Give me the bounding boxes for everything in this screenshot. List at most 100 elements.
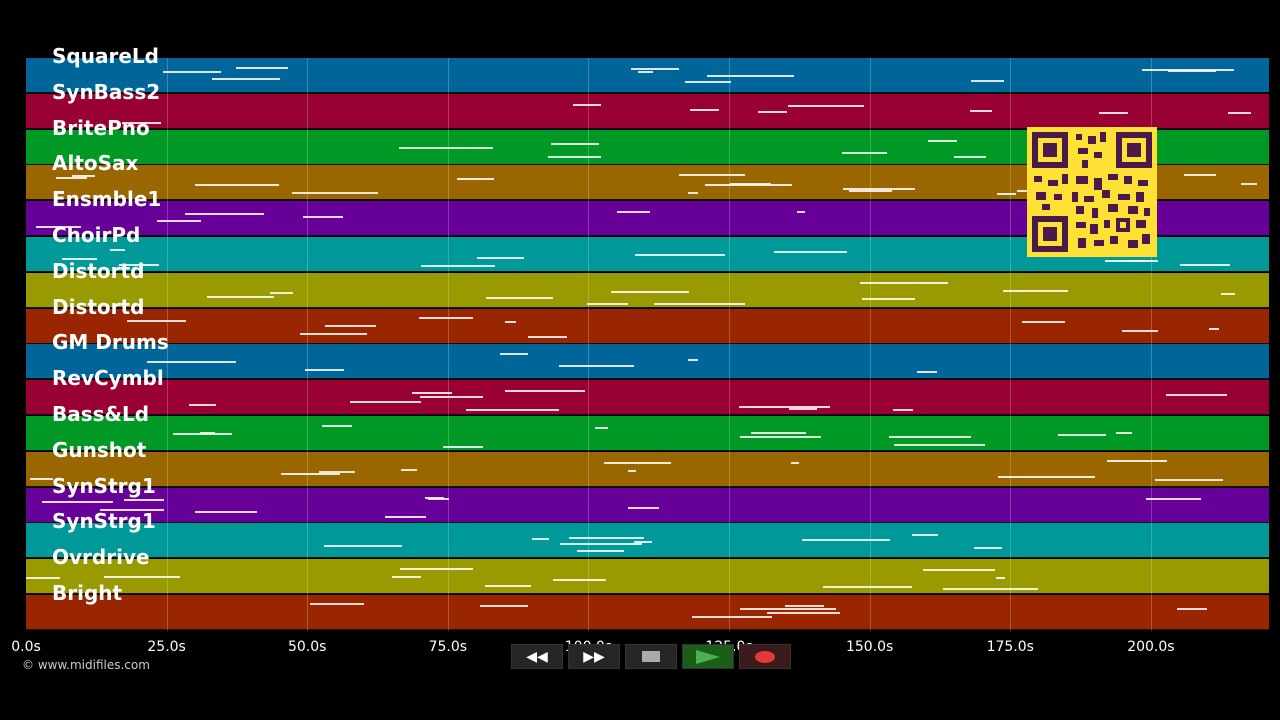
note-mark <box>188 404 216 407</box>
note-mark <box>802 539 891 542</box>
note-mark <box>41 500 114 503</box>
note-mark <box>787 104 864 107</box>
note-mark <box>739 405 831 408</box>
note-mark <box>384 516 427 519</box>
note-mark <box>118 264 160 267</box>
time-gridline <box>1010 58 1012 631</box>
note-mark <box>235 67 288 70</box>
note-mark <box>690 109 720 112</box>
note-mark <box>476 256 525 259</box>
time-gridline <box>447 58 449 631</box>
note-mark <box>610 290 690 293</box>
note-mark <box>969 109 992 112</box>
note-mark <box>1220 293 1236 295</box>
track-label: Bass&Ld <box>52 402 150 426</box>
track-lane <box>26 93 1269 129</box>
note-mark <box>126 320 186 323</box>
qr-code <box>1027 127 1157 257</box>
note-mark <box>26 577 60 580</box>
note-mark <box>349 401 422 404</box>
track-label: SquareLd <box>52 44 159 68</box>
note-mark <box>124 498 165 501</box>
note-mark <box>739 435 821 438</box>
rewind-button[interactable]: ◀◀ <box>511 644 563 669</box>
note-mark <box>419 317 473 320</box>
note-mark <box>788 407 818 410</box>
note-mark <box>499 353 528 356</box>
note-mark <box>465 408 559 411</box>
note-mark <box>280 472 341 475</box>
note-mark <box>1154 479 1223 482</box>
note-mark <box>654 302 745 305</box>
note-mark <box>146 361 236 364</box>
track-label: Gunshot <box>52 437 147 462</box>
track-lane <box>26 58 1269 93</box>
note-mark <box>997 476 1096 479</box>
note-mark <box>194 184 279 187</box>
stop-button[interactable] <box>625 644 677 669</box>
note-mark <box>420 265 496 268</box>
note-mark <box>399 147 494 150</box>
note-mark <box>480 604 529 607</box>
note-mark <box>631 67 680 70</box>
note-mark <box>942 587 1038 590</box>
note-mark <box>61 258 97 261</box>
note-mark <box>199 432 216 435</box>
note-mark <box>324 325 377 328</box>
time-tick-label: 0.0s <box>11 639 41 655</box>
track-lane <box>26 416 1269 451</box>
note-mark <box>767 611 841 614</box>
note-mark <box>548 156 601 159</box>
note-mark <box>1184 173 1217 176</box>
note-mark <box>603 461 672 464</box>
note-mark <box>71 175 95 178</box>
note-mark <box>428 498 450 501</box>
note-mark <box>486 297 554 300</box>
note-mark <box>1122 329 1158 332</box>
note-mark <box>684 80 731 83</box>
track-label: SynStrg1 <box>52 473 156 498</box>
record-icon <box>755 650 775 663</box>
note-mark <box>424 496 444 499</box>
time-gridline <box>869 58 871 631</box>
note-mark <box>29 478 53 481</box>
note-mark <box>558 364 634 367</box>
note-mark <box>848 189 893 192</box>
stop-icon <box>642 651 660 662</box>
track-label: BritePno <box>52 115 150 140</box>
note-mark <box>911 533 939 536</box>
note-mark <box>862 298 916 301</box>
track-lane <box>26 523 1269 559</box>
track-label: SynStrg1 <box>52 509 156 534</box>
track-lane <box>26 559 1269 595</box>
note-mark <box>750 432 807 435</box>
track-label: SynBass2 <box>52 79 161 104</box>
record-button[interactable] <box>739 644 791 669</box>
fast-forward-button[interactable]: ▶▶ <box>568 644 620 669</box>
rewind-icon: ◀◀ <box>526 648 548 665</box>
note-mark <box>995 576 1006 579</box>
note-mark <box>1003 290 1069 293</box>
track-label: Ovrdrive <box>52 545 150 570</box>
note-mark <box>573 103 602 106</box>
note-mark <box>790 461 800 464</box>
note-mark <box>860 281 948 284</box>
track-lane <box>26 595 1269 630</box>
time-tick-label: 150.0s <box>845 639 894 655</box>
note-mark <box>894 444 986 447</box>
note-mark <box>1168 70 1217 73</box>
note-mark <box>505 320 517 323</box>
note-mark <box>412 391 452 394</box>
note-mark <box>627 507 659 510</box>
note-mark <box>1057 433 1107 436</box>
time-tick-label: 75.0s <box>428 639 468 655</box>
play-button[interactable] <box>682 644 734 669</box>
note-mark <box>616 210 650 213</box>
track-label: Ensmble1 <box>52 187 162 212</box>
time-gridline <box>729 58 731 631</box>
note-mark <box>400 567 474 570</box>
track-label: Distortd <box>52 258 145 283</box>
time-gridline <box>166 58 168 631</box>
note-mark <box>270 292 294 295</box>
note-mark <box>1177 608 1207 611</box>
